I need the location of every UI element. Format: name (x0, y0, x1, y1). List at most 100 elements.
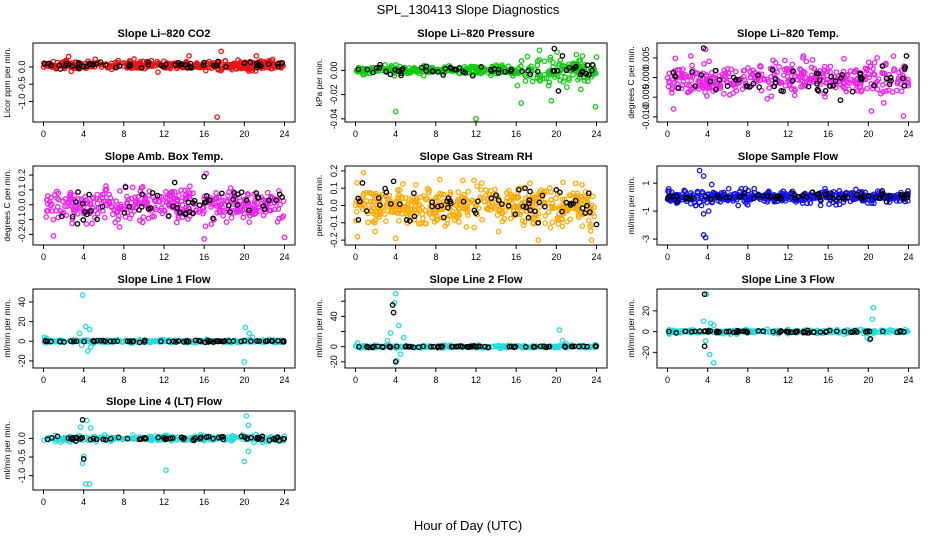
data-point (179, 202, 186, 208)
data-point (49, 208, 56, 214)
data-point (566, 64, 573, 71)
x-tick-label: 4 (705, 375, 710, 385)
data-point (559, 208, 565, 215)
data-point (129, 184, 136, 191)
y-axis-label: degrees C per min. (626, 46, 636, 118)
data-point (179, 61, 185, 67)
data-point (447, 189, 454, 196)
data-point (69, 204, 76, 211)
data-point (519, 68, 525, 75)
data-point (252, 68, 259, 74)
data-point (110, 338, 117, 345)
data-point (832, 78, 839, 85)
data-point (426, 187, 432, 193)
x-tick-label: 12 (471, 375, 481, 385)
data-point (209, 201, 216, 208)
data-point (113, 198, 119, 205)
data-point (277, 201, 284, 208)
x-tick-label: 4 (705, 252, 710, 262)
data-point (74, 220, 81, 227)
data-point (155, 434, 162, 441)
data-point (151, 213, 157, 220)
data-point (433, 194, 440, 200)
data-point (183, 338, 190, 345)
data-point (756, 84, 763, 90)
data-point (792, 195, 799, 202)
data-point (138, 203, 145, 210)
data-point (523, 204, 530, 211)
y-tick-label: -0.04 (329, 109, 339, 130)
data-point (769, 67, 776, 73)
data-point (370, 343, 377, 350)
data-point (408, 206, 414, 213)
data-point (99, 191, 106, 198)
data-point (455, 189, 462, 196)
data-point (767, 194, 774, 200)
x-tick-label: 16 (511, 375, 521, 385)
data-point (715, 82, 721, 89)
data-point (704, 93, 710, 99)
data-point (54, 204, 61, 210)
data-point (495, 66, 502, 73)
data-point (726, 328, 732, 335)
x-tick-label: 24 (904, 129, 914, 139)
data-point (537, 78, 543, 84)
data-point (115, 57, 121, 64)
data-point (397, 70, 404, 76)
y-tick-label: -1 (641, 207, 651, 215)
data-point (459, 343, 466, 350)
data-point (492, 186, 498, 193)
data-point (481, 198, 488, 205)
data-point (434, 66, 441, 73)
data-point (173, 219, 180, 226)
data-point (874, 55, 880, 61)
data-point (256, 338, 263, 344)
x-tick-label: 16 (823, 375, 833, 385)
data-point (536, 189, 543, 196)
data-point (246, 219, 253, 225)
data-point (482, 343, 488, 350)
x-tick-label: 8 (433, 375, 438, 385)
data-point (674, 199, 681, 205)
data-point (679, 66, 686, 73)
y-tick-label: -0.1 (329, 215, 339, 231)
x-tick-label: 20 (863, 252, 873, 262)
data-point (488, 344, 495, 350)
plot-frame (656, 165, 920, 246)
data-point (735, 202, 742, 209)
data-point (163, 467, 169, 473)
data-point (471, 177, 477, 184)
data-point (226, 189, 232, 196)
data-point (449, 208, 456, 215)
data-point (372, 228, 378, 235)
data-point (225, 202, 232, 209)
data-point (527, 180, 533, 187)
data-point (43, 208, 50, 214)
data-point (205, 433, 212, 440)
data-point (547, 56, 554, 63)
data-point (183, 205, 189, 211)
data-point (101, 214, 108, 221)
data-point (817, 202, 824, 209)
data-point (190, 436, 197, 443)
data-point (871, 82, 877, 89)
data-point (77, 424, 84, 431)
data-point (823, 328, 830, 335)
points (40, 48, 286, 120)
plot-frame (32, 410, 296, 491)
data-point (241, 458, 248, 465)
data-point (883, 75, 890, 82)
data-point (903, 53, 910, 59)
data-point (429, 214, 436, 221)
data-point (377, 61, 384, 68)
data-point (398, 67, 405, 73)
data-point (384, 337, 391, 344)
data-point (816, 77, 823, 83)
x-tick-label: 4 (393, 129, 398, 139)
data-point (471, 224, 477, 231)
data-point (124, 209, 131, 216)
x-tick-label: 12 (159, 497, 169, 507)
data-point (764, 76, 771, 83)
data-point (870, 304, 877, 311)
data-point (248, 434, 255, 441)
